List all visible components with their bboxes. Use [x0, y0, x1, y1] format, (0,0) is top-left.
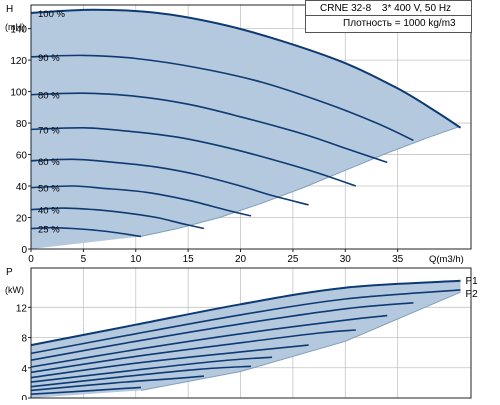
pump-info-box: CRNE 32-8 3* 400 V, 50 Hz Плотность = 10… [305, 0, 472, 33]
speed-label-100: 100 % [38, 9, 65, 20]
xaxis-title: Q(m3/h) [429, 254, 464, 265]
power-series-8-line [30, 365, 252, 388]
power-ylabel-symbol: P [6, 267, 13, 278]
head-series-6-line [30, 185, 252, 217]
xtick-label: 10 [130, 254, 142, 265]
head-ytick-label: 120 [10, 56, 27, 67]
info-divider [306, 15, 471, 16]
head-ytick-label: 20 [16, 214, 28, 225]
power-series-4-line [30, 314, 388, 368]
head-series-1-line [30, 8, 462, 129]
power-ytick-label: 0 [21, 394, 27, 400]
head-ytick-label: 0 [21, 245, 27, 256]
power-band-lower-edge [140, 291, 461, 391]
head-series-3-line [30, 92, 388, 164]
power-ylabel-unit: (kW) [5, 285, 24, 295]
power-operating-band [31, 280, 461, 398]
head-ytick-label: 40 [16, 182, 28, 193]
xtick-label: 35 [392, 254, 404, 265]
head-series-4-line [30, 126, 357, 187]
head-ytick-label: 60 [16, 151, 28, 162]
power-ytick-label: 4 [21, 364, 27, 375]
pump-info-line1: CRNE 32-8 3* 400 V, 50 Hz [320, 3, 451, 14]
head-ylabel-unit: (mH) [5, 22, 25, 32]
head-operating-band [31, 9, 461, 250]
power-series-3-line [30, 302, 414, 361]
xtick-label: 25 [287, 254, 299, 265]
power-ytick-label: 12 [16, 303, 28, 314]
speed-label-25: 25 % [38, 225, 60, 236]
head-band-lower-edge [140, 125, 461, 237]
power-series-10-line [30, 386, 142, 395]
speed-label-80: 80 % [38, 91, 60, 102]
xtick-label: 0 [28, 254, 34, 265]
power-ytick-label: 8 [21, 334, 27, 345]
xtick-label: 30 [340, 254, 352, 265]
speed-label-90: 90 % [38, 53, 60, 64]
power-series-2-line [30, 289, 461, 355]
head-series-2-line [30, 54, 414, 142]
power-label-p2: P2 [466, 289, 479, 300]
head-ylabel-symbol: H [6, 4, 13, 15]
pump-model-label: CRNE 32-8 [320, 3, 372, 14]
xtick-label: 15 [183, 254, 195, 265]
pump-supply-label: 3* 400 V, 50 Hz [381, 3, 452, 14]
head-series-8-line [30, 226, 142, 238]
speed-label-60: 60 % [38, 157, 60, 168]
head-ytick-label: 140 [10, 25, 27, 36]
power-series-7-line [30, 356, 273, 383]
head-series-7-line [30, 207, 205, 230]
speed-label-70: 70 % [38, 125, 60, 136]
head-plot-frame [30, 4, 472, 250]
power-series-9-line [30, 375, 204, 392]
power-plot-frame [30, 267, 472, 399]
power-series-5-line [30, 329, 356, 374]
density-label: Плотность = 1000 kg/m3 [343, 18, 456, 29]
power-series-1-line [30, 279, 461, 347]
xtick-label: 5 [81, 254, 87, 265]
power-series-6-line [30, 344, 309, 379]
xtick-label: 20 [235, 254, 247, 265]
speed-label-50: 50 % [38, 184, 60, 195]
head-series-5-line [30, 158, 309, 206]
head-ytick-label: 100 [10, 88, 27, 99]
speed-label-40: 40 % [38, 206, 60, 217]
power-label-p1: P1 [466, 276, 479, 287]
head-ytick-label: 80 [16, 119, 28, 130]
